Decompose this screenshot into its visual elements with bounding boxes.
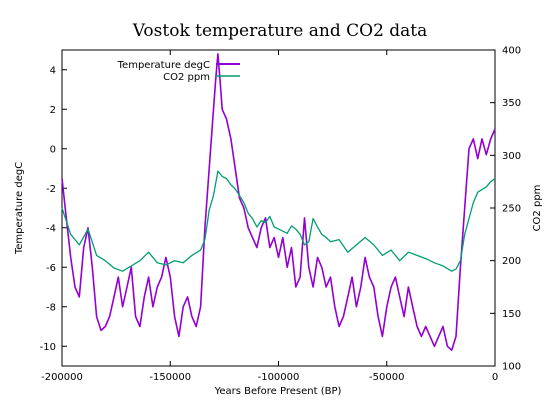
- y2-tick-label: 250: [502, 204, 521, 215]
- x-tick-label: -150000: [149, 372, 191, 383]
- temperature-series-line: [61, 53, 496, 352]
- y2-tick-label: 400: [502, 46, 521, 57]
- legend-label-temperature: Temperature degC: [117, 60, 210, 71]
- co2-series-line: [61, 170, 496, 272]
- y2-tick-label: 350: [502, 98, 521, 109]
- legend-label-co2: CO2 ppm: [163, 72, 210, 83]
- x-tick-label: 0: [492, 372, 498, 383]
- x-tick-label: -50000: [369, 372, 404, 383]
- y-tick-label: -10: [40, 342, 56, 353]
- plot-frame: [61, 49, 496, 367]
- y2-axis-label: CO2 ppm: [532, 185, 543, 232]
- x-axis-label: Years Before Present (BP): [214, 386, 342, 397]
- y2-tick-label: 100: [502, 362, 521, 373]
- y2-tick-label: 200: [502, 256, 521, 267]
- y-tick-label: -8: [46, 302, 56, 313]
- y-tick-label: 4: [50, 65, 56, 76]
- legend: Temperature degC CO2 ppm: [117, 60, 240, 83]
- y-tick-label: -6: [46, 263, 56, 274]
- y-tick-label: -2: [46, 184, 56, 195]
- y-axis-right: 100 150 200 250 300 350 400: [490, 46, 521, 373]
- y-tick-label: 0: [50, 144, 56, 155]
- y2-tick-label: 150: [502, 309, 521, 320]
- y-tick-label: 2: [50, 105, 56, 116]
- y2-tick-label: 300: [502, 151, 521, 162]
- x-axis: -200000 -150000 -100000 -50000 0: [41, 50, 498, 383]
- chart-title: Vostok temperature and CO2 data: [132, 21, 428, 41]
- y-axis-left: 4 2 0 -2 -4 -6 -8 -10: [40, 65, 67, 353]
- y-tick-label: -4: [46, 223, 56, 234]
- series-layer: [61, 53, 496, 352]
- y-axis-label: Temperature degC: [14, 162, 25, 255]
- x-tick-label: -100000: [258, 372, 300, 383]
- x-tick-label: -200000: [41, 372, 83, 383]
